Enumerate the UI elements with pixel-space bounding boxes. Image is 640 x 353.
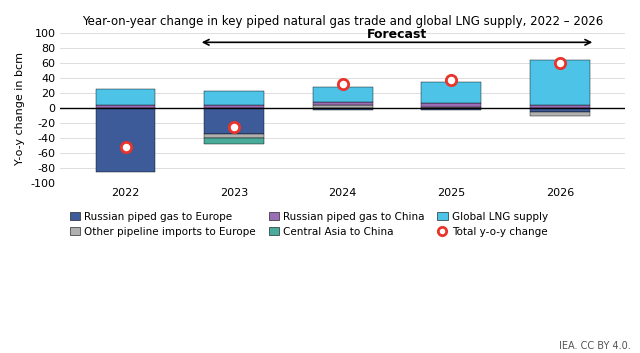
Bar bbox=[96, 108, 156, 172]
Bar bbox=[313, 108, 372, 110]
Bar bbox=[204, 138, 264, 144]
Point bbox=[555, 60, 565, 66]
Bar bbox=[96, 89, 156, 105]
Bar bbox=[204, 134, 264, 138]
Bar bbox=[530, 108, 589, 112]
Bar bbox=[313, 102, 372, 105]
Point bbox=[337, 82, 348, 87]
Bar bbox=[530, 112, 589, 116]
Y-axis label: Y-o-y change in bcm: Y-o-y change in bcm bbox=[15, 52, 25, 165]
Bar bbox=[204, 91, 264, 104]
Title: Year-on-year change in key piped natural gas trade and global LNG supply, 2022 –: Year-on-year change in key piped natural… bbox=[82, 15, 604, 28]
Point bbox=[120, 144, 131, 150]
Bar bbox=[530, 104, 589, 108]
Bar bbox=[421, 103, 481, 107]
Bar bbox=[530, 60, 589, 104]
Bar bbox=[421, 108, 481, 110]
Bar bbox=[204, 104, 264, 108]
Bar bbox=[204, 108, 264, 134]
Text: Forecast: Forecast bbox=[367, 28, 427, 41]
Text: IEA. CC BY 4.0.: IEA. CC BY 4.0. bbox=[559, 341, 630, 351]
Point bbox=[229, 124, 239, 130]
Bar bbox=[313, 105, 372, 108]
Bar bbox=[421, 107, 481, 108]
Bar bbox=[421, 82, 481, 103]
Point bbox=[446, 77, 456, 83]
Bar bbox=[96, 105, 156, 108]
Legend: Russian piped gas to Europe, Other pipeline imports to Europe, Russian piped gas: Russian piped gas to Europe, Other pipel… bbox=[66, 207, 552, 241]
Bar bbox=[313, 86, 372, 102]
